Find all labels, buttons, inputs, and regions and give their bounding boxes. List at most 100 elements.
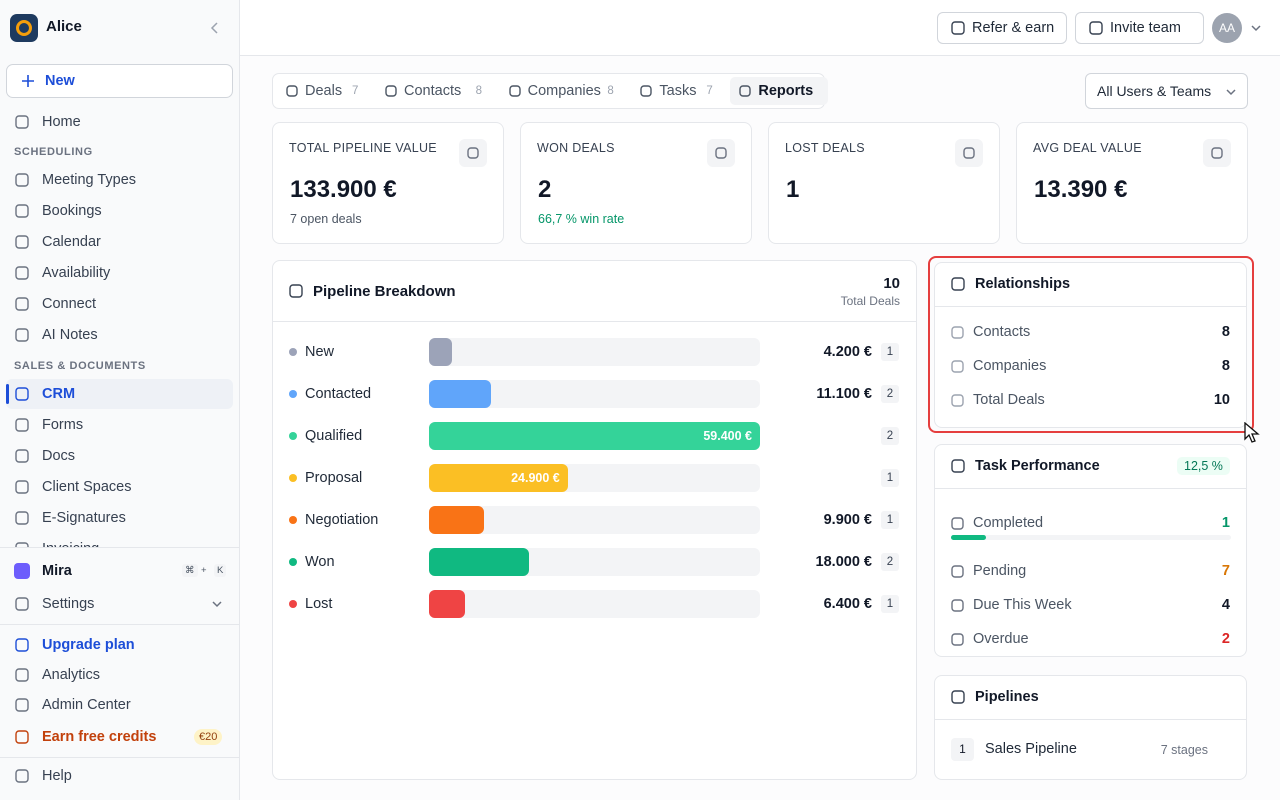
filter-label: All Users & Teams <box>1097 83 1212 99</box>
tab-label: Contacts <box>404 83 462 99</box>
progress-fill <box>951 535 986 540</box>
nav-item[interactable]: Upgrade plan <box>6 630 233 660</box>
workspace-name[interactable]: Alice <box>46 18 82 35</box>
nav-item[interactable]: Admin Center <box>6 690 233 720</box>
header-button[interactable]: Invite team <box>1075 12 1204 44</box>
icon-glyph <box>951 565 964 578</box>
section-title: SALES & DOCUMENTS <box>14 360 146 372</box>
card-title: Pipelines <box>975 689 1039 705</box>
nav-item[interactable]: Connect <box>6 289 233 319</box>
collapse-button[interactable] <box>207 20 223 36</box>
icon <box>14 768 30 784</box>
tab[interactable]: Contacts 8 <box>376 77 494 105</box>
icon-glyph <box>15 297 29 311</box>
nav-item[interactable]: Settings <box>6 589 233 619</box>
nav-label: Analytics <box>42 667 101 683</box>
icon <box>14 172 30 188</box>
icon <box>950 689 966 705</box>
stage-count: 1 <box>881 511 899 529</box>
icon <box>14 667 30 683</box>
tab[interactable]: Tasks 7 <box>631 77 724 105</box>
icon <box>14 386 30 402</box>
icon-glyph <box>15 235 29 249</box>
shortcut-key: + <box>201 565 207 576</box>
nav-item[interactable]: CRM <box>6 379 233 409</box>
icon <box>714 146 728 160</box>
icon-glyph <box>467 147 479 159</box>
nav-item[interactable]: Home <box>6 107 233 137</box>
stat-label: LOST DEALS <box>785 141 865 155</box>
nav-item[interactable]: E-Signatures <box>6 503 233 533</box>
row-label: Total Deals <box>973 392 1045 408</box>
icon-glyph <box>951 517 964 530</box>
icon-glyph <box>289 284 303 298</box>
icon <box>14 479 30 495</box>
icon-glyph <box>15 328 29 342</box>
header-button[interactable]: Refer & earn <box>937 12 1067 44</box>
tab-count: 7 <box>352 85 359 97</box>
icon-glyph <box>1089 21 1103 35</box>
row-value: 1 <box>1221 515 1230 531</box>
row-label: Pending <box>973 563 1027 579</box>
icon <box>950 325 965 340</box>
nav-item[interactable]: Calendar <box>6 227 233 257</box>
nav-item[interactable]: Meeting Types <box>6 165 233 195</box>
pipeline-item[interactable]: 1 Sales Pipeline 7 stages <box>935 734 1246 766</box>
nav-item[interactable]: Availability <box>6 258 233 288</box>
divider <box>935 719 1246 720</box>
stage-dot <box>289 516 297 524</box>
icon-glyph <box>15 638 29 652</box>
stage-value: 18.000 € <box>815 554 872 570</box>
nav-item[interactable]: Docs <box>6 441 233 471</box>
nav-item[interactable]: Invoicing <box>6 534 233 547</box>
row-label: Overdue <box>973 631 1029 647</box>
active-indicator <box>6 384 9 404</box>
stat-label: TOTAL PIPELINE VALUE <box>289 141 437 155</box>
sidebar: Alice New Home SCHEDULING Meeting Types Booki… <box>0 0 240 800</box>
avatar[interactable]: AA <box>1212 13 1242 43</box>
assistant[interactable]: Mira ⌘ + K <box>6 556 233 586</box>
stage-count: 2 <box>881 427 899 445</box>
progress-track <box>951 535 1231 540</box>
nav-item[interactable]: Earn free credits €20 <box>6 722 233 752</box>
icon <box>950 458 966 474</box>
nav-item[interactable]: Client Spaces <box>6 472 233 502</box>
tab[interactable]: Reports <box>730 77 828 105</box>
stage-count: 2 <box>881 385 899 403</box>
divider <box>935 306 1246 307</box>
nav-item[interactable]: Bookings <box>6 196 233 226</box>
bar-label: 24.900 € <box>511 471 560 485</box>
nav-item[interactable]: Forms <box>6 410 233 440</box>
tab[interactable]: Deals 7 <box>277 77 370 105</box>
icon-glyph <box>15 730 29 744</box>
icon-glyph <box>385 85 397 97</box>
stage-name: Qualified <box>305 428 363 444</box>
select-chevron <box>1226 89 1236 96</box>
nav-item[interactable]: Analytics <box>6 660 233 690</box>
tab[interactable]: Companies 8 <box>500 77 626 105</box>
nav-label: Upgrade plan <box>42 637 135 653</box>
nav-label: Connect <box>42 296 97 312</box>
card-title: Relationships <box>975 276 1071 292</box>
row-label: Due This Week <box>973 597 1072 613</box>
icon <box>14 296 30 312</box>
stage-dot <box>289 600 297 608</box>
nav-item[interactable]: Help <box>6 761 233 791</box>
new-button[interactable]: New <box>6 64 233 98</box>
row-value: 7 <box>1221 563 1230 579</box>
nav-scroll: Home SCHEDULING Meeting Types Bookings Calen… <box>0 0 239 548</box>
nav-item[interactable]: AI Notes <box>6 320 233 350</box>
bar: 24.900 € <box>429 464 568 492</box>
nav-label: Bookings <box>42 203 102 219</box>
icon <box>1088 20 1104 36</box>
icon <box>285 84 299 98</box>
icon-glyph <box>951 690 965 704</box>
assistant-icon <box>14 563 30 579</box>
tab-count: 8 <box>475 85 482 97</box>
icon-glyph <box>15 597 29 611</box>
icon-glyph <box>15 115 29 129</box>
icon-glyph <box>15 769 29 783</box>
workspace-logo <box>10 14 38 42</box>
filter-select[interactable]: All Users & Teams <box>1085 73 1248 109</box>
stat-label: WON DEALS <box>537 141 615 155</box>
